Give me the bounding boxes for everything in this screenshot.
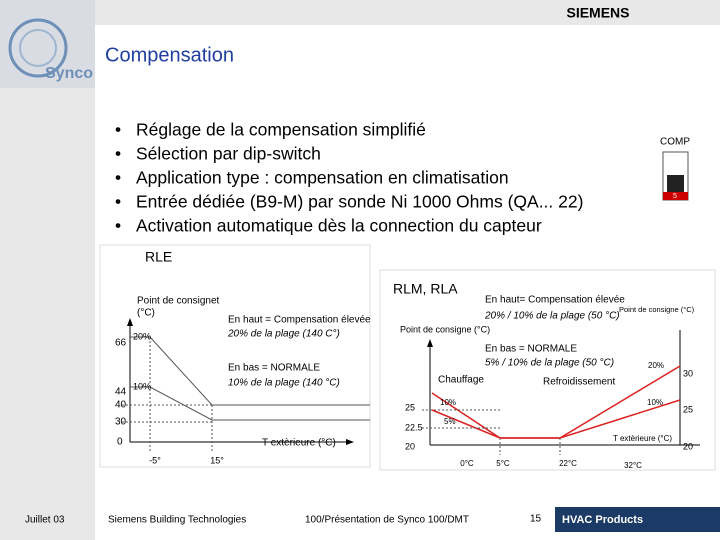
logo-swirl xyxy=(8,18,68,78)
brand: SIEMENS xyxy=(566,5,629,21)
y-label: 22.5 xyxy=(405,422,423,432)
curve-high xyxy=(130,336,370,406)
note: En haut= Compensation élevée xyxy=(485,295,625,306)
logo-text: Synco xyxy=(45,65,93,82)
y-label: 20 xyxy=(405,441,415,451)
axis-label: Point de consignet xyxy=(137,296,220,307)
axis-label: Point de consigne (°C) xyxy=(400,324,490,334)
bullet-dot: • xyxy=(115,216,121,236)
bullet-list: • • • • • Réglage de la compensation sim… xyxy=(115,120,583,236)
curve-low xyxy=(431,399,681,439)
note: 10% de la plage (140 °C) xyxy=(228,378,340,389)
slope: 5% xyxy=(444,417,456,426)
y-label: 25 xyxy=(405,402,415,412)
y-label: 30 xyxy=(683,368,693,378)
footer-document: 100/Présentation de Synco 100/DMT xyxy=(305,515,469,526)
note: En bas = NORMALE xyxy=(485,344,577,355)
note: 20% / 10% de la plage (50 °C) xyxy=(484,311,620,322)
bullet-dot: • xyxy=(115,192,121,212)
y-label: 25 xyxy=(683,404,693,414)
frame xyxy=(99,244,371,468)
bullet-dot: • xyxy=(115,144,121,164)
top-band xyxy=(0,0,720,25)
slide-title: Compensation xyxy=(105,44,234,66)
slope: 10% xyxy=(440,398,456,407)
x-label: -5° xyxy=(149,455,161,465)
division-box xyxy=(555,507,720,532)
axis-label: T extèrieure (°C) xyxy=(262,438,336,449)
arrow xyxy=(427,339,433,347)
switch-mark xyxy=(663,192,688,200)
footer-date: Juillet 03 xyxy=(25,515,65,526)
bullet: Sélection par dip-switch xyxy=(136,144,321,164)
x-label: 0°C xyxy=(460,459,474,468)
logo-swirl xyxy=(19,29,57,67)
bullet: Application type : compensation en clima… xyxy=(136,168,509,188)
footer-company: Siemens Building Technologies xyxy=(108,515,246,526)
note: En haut = Compensation élevée xyxy=(228,315,371,326)
mode: Refroidissement xyxy=(543,377,615,388)
bullet: Activation automatique dès la connection… xyxy=(136,216,542,236)
y-label: 66 xyxy=(115,338,127,349)
slope: 20% xyxy=(133,331,151,341)
note: En bas = NORMALE xyxy=(228,363,320,374)
note: 20% de la plage (140 C°) xyxy=(227,329,340,340)
slope: 10% xyxy=(133,381,151,391)
switch-knob xyxy=(667,175,684,195)
bullet-dot: • xyxy=(115,120,121,140)
y-label: 44 xyxy=(115,387,127,398)
x-label: 32°C xyxy=(624,461,642,470)
note: 5% / 10% de la plage (50 °C) xyxy=(485,358,614,369)
x-label: 5°C xyxy=(496,459,510,468)
axis-label: (°C) xyxy=(137,308,155,319)
axis-label: T extèrieure (°C) xyxy=(613,434,672,443)
diagram-rlm: RLM, RLA En haut= Compensation élevée 20… xyxy=(379,269,716,471)
bullet: Entrée dédiée (B9-M) par sonde Ni 1000 O… xyxy=(136,192,583,212)
diagram-title: RLE xyxy=(145,249,172,265)
footer-division: HVAC Products xyxy=(562,514,643,526)
bullet-dot: • xyxy=(115,168,121,188)
axis-label: Point de consigne (°C) xyxy=(619,305,695,314)
diagram-title: RLM, RLA xyxy=(393,281,458,297)
y-label: 30 xyxy=(115,417,127,428)
slope: 10% xyxy=(647,398,663,407)
x-label: 22°C xyxy=(559,459,577,468)
diagram-rle: RLE Point de consignet (°C) 66 44 40 30 … xyxy=(99,244,371,468)
footer-page: 15 xyxy=(530,514,542,525)
guides xyxy=(122,337,213,452)
arrow xyxy=(127,318,133,326)
switch-position: 5 xyxy=(673,193,677,200)
arrow xyxy=(346,439,354,445)
switch-label: COMP xyxy=(660,137,690,148)
sidebar xyxy=(0,0,95,540)
x-label: 15° xyxy=(210,455,224,465)
y-label: 20 xyxy=(683,441,693,451)
y-label: 40 xyxy=(115,400,127,411)
guides xyxy=(422,409,561,455)
slope: 20% xyxy=(648,361,664,370)
y-label: 0 xyxy=(117,437,123,448)
curve-low xyxy=(130,386,370,421)
bullet: Réglage de la compensation simplifié xyxy=(136,120,426,140)
frame xyxy=(379,269,716,471)
mode: Chauffage xyxy=(438,375,484,386)
